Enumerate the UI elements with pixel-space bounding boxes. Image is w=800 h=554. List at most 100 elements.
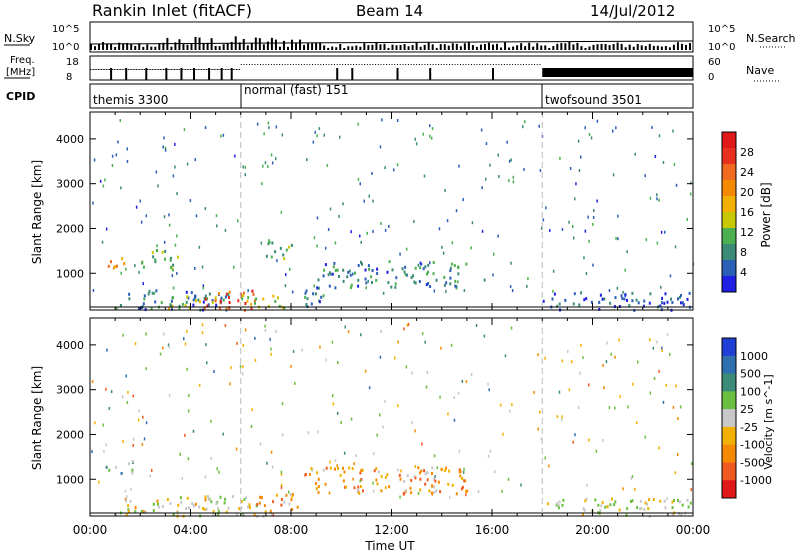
echo-cell bbox=[279, 246, 282, 250]
nave-spike bbox=[351, 68, 354, 80]
echo-cell bbox=[275, 493, 278, 497]
freq-dot-fast bbox=[427, 64, 429, 65]
nsky-bar bbox=[528, 42, 531, 50]
freq-dot bbox=[197, 69, 199, 70]
echo-cell bbox=[621, 297, 624, 300]
y-tick-label: 3000 bbox=[56, 178, 84, 191]
echo-cell bbox=[379, 145, 382, 149]
echo-cell bbox=[538, 124, 540, 128]
freq-dot-fast bbox=[525, 64, 527, 65]
echo-cell bbox=[484, 278, 486, 282]
echo-cell bbox=[666, 333, 669, 337]
nsky-bar bbox=[596, 44, 599, 50]
echo-cell bbox=[552, 289, 554, 293]
echo-cell bbox=[471, 221, 474, 225]
echo-cell bbox=[583, 298, 586, 302]
echo-cell bbox=[375, 278, 378, 282]
echo-cell bbox=[443, 275, 446, 279]
nsky-bar bbox=[459, 46, 462, 50]
nsky-bar bbox=[282, 40, 285, 50]
freq-dot-fast bbox=[350, 64, 352, 65]
cpid-label: CPID bbox=[6, 90, 35, 103]
nsky-bar bbox=[367, 45, 370, 50]
echo-cell bbox=[339, 473, 342, 477]
echo-cell bbox=[304, 473, 307, 476]
freq-dot-fast bbox=[396, 64, 398, 65]
echo-cell bbox=[429, 124, 431, 128]
cpid-segment-twofsound: twofsound 3501 bbox=[545, 93, 642, 107]
nsky-bar bbox=[419, 46, 422, 50]
freq-dot bbox=[178, 69, 180, 70]
echo-cell bbox=[380, 474, 383, 478]
echo-cell bbox=[659, 499, 662, 503]
freq-dot-fast bbox=[487, 64, 489, 65]
echo-cell bbox=[223, 501, 226, 505]
colorbar-segment bbox=[722, 244, 736, 261]
echo-cell bbox=[328, 271, 331, 275]
echo-cell bbox=[449, 266, 452, 270]
echo-cell bbox=[371, 172, 373, 175]
echo-cell bbox=[450, 262, 453, 266]
echo-cell bbox=[267, 121, 270, 125]
echo-cell bbox=[687, 505, 690, 509]
freq-tick-low: 8 bbox=[66, 72, 72, 83]
echo-cell bbox=[465, 493, 467, 497]
echo-cell bbox=[583, 256, 585, 260]
freq-dot bbox=[177, 69, 179, 70]
echo-cell bbox=[678, 500, 681, 504]
echo-cell bbox=[634, 487, 636, 491]
freq-dot-fast bbox=[344, 64, 346, 65]
echo-cell bbox=[212, 513, 215, 517]
echo-cell bbox=[404, 489, 407, 493]
freq-unit: [MHz] bbox=[6, 67, 35, 78]
echo-cell bbox=[413, 474, 415, 478]
echo-cell bbox=[431, 466, 434, 470]
echo-cell bbox=[184, 433, 186, 437]
echo-cell bbox=[159, 352, 162, 356]
echo-cell bbox=[510, 158, 512, 162]
nave-spike bbox=[208, 68, 211, 80]
echo-cell bbox=[670, 297, 672, 301]
nsky-bar bbox=[688, 43, 691, 50]
nsky-bar bbox=[254, 37, 257, 50]
echo-cell bbox=[128, 297, 131, 301]
nsky-bar bbox=[270, 37, 273, 50]
echo-cell bbox=[285, 248, 288, 252]
freq-dot bbox=[207, 69, 209, 70]
echo-cell bbox=[147, 292, 150, 296]
echo-cell bbox=[542, 218, 545, 222]
nsky-bar bbox=[130, 43, 133, 50]
echo-cell bbox=[275, 157, 277, 161]
echo-cell bbox=[686, 297, 689, 301]
echo-cell bbox=[659, 304, 662, 308]
freq-dot-fast bbox=[391, 64, 393, 65]
nave-spike bbox=[336, 68, 339, 80]
echo-cell bbox=[294, 381, 296, 385]
echo-cell bbox=[662, 400, 665, 404]
freq-dot-fast bbox=[460, 64, 462, 65]
echo-cell bbox=[388, 485, 391, 489]
echo-cell bbox=[464, 489, 467, 493]
echo-cell bbox=[168, 306, 171, 310]
echo-cell bbox=[639, 507, 642, 511]
echo-cell bbox=[334, 241, 337, 245]
echo-cell bbox=[210, 419, 212, 423]
echo-cell bbox=[240, 500, 243, 503]
freq-dot-fast bbox=[498, 64, 500, 65]
nsky-bar bbox=[335, 47, 338, 50]
echo-cell bbox=[680, 301, 682, 305]
echo-cell bbox=[547, 502, 550, 506]
echo-cell bbox=[537, 353, 539, 357]
echo-cell bbox=[216, 224, 218, 228]
echo-cell bbox=[446, 219, 449, 223]
plot-title: Rankin Inlet (fitACF) bbox=[92, 1, 252, 20]
echo-cell bbox=[596, 119, 599, 123]
echo-cell bbox=[172, 263, 175, 267]
freq-dot bbox=[148, 69, 150, 70]
echo-cell bbox=[458, 449, 461, 453]
echo-cell bbox=[177, 503, 180, 507]
echo-cell bbox=[592, 222, 594, 226]
freq-dot-fast bbox=[407, 64, 409, 65]
freq-dot-fast bbox=[534, 64, 536, 65]
freq-dot bbox=[147, 69, 149, 70]
